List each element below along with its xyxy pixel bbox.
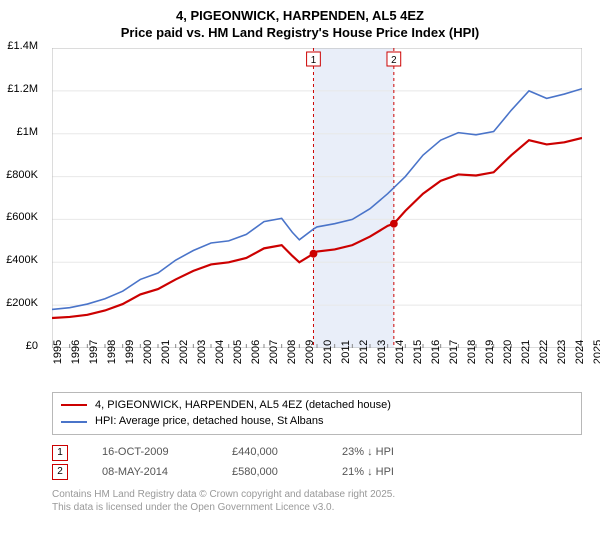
plot-area: 12 <box>52 48 582 348</box>
y-axis: £0£200K£400K£600K£800K£1M£1.2M£1.4M <box>0 46 40 346</box>
y-tick-label: £200K <box>6 297 38 309</box>
event-row: 2 08-MAY-2014 £580,000 21% ↓ HPI <box>52 463 582 483</box>
svg-text:2: 2 <box>391 55 396 66</box>
event-row: 1 16-OCT-2009 £440,000 23% ↓ HPI <box>52 443 582 463</box>
legend-item: HPI: Average price, detached house, St A… <box>61 413 573 430</box>
legend-swatch <box>61 404 87 406</box>
x-tick-label: 2024 <box>574 340 586 364</box>
y-tick-label: £1M <box>17 126 38 138</box>
x-tick-label: 2003 <box>196 340 208 364</box>
footer-copyright: Contains HM Land Registry data © Crown c… <box>52 488 582 501</box>
x-tick-label: 2009 <box>304 340 316 364</box>
x-tick-label: 2012 <box>358 340 370 364</box>
chart-subtitle: Price paid vs. HM Land Registry's House … <box>10 25 590 42</box>
chart-title: 4, PIGEONWICK, HARPENDEN, AL5 4EZ <box>10 8 590 25</box>
x-tick-label: 2014 <box>394 340 406 364</box>
x-tick-label: 2022 <box>538 340 550 364</box>
footer: Contains HM Land Registry data © Crown c… <box>52 488 582 514</box>
x-tick-label: 2002 <box>178 340 190 364</box>
x-tick-label: 2025 <box>592 340 600 364</box>
x-tick-label: 1998 <box>106 340 118 364</box>
x-tick-label: 2023 <box>556 340 568 364</box>
x-tick-label: 1997 <box>88 340 100 364</box>
event-date: 16-OCT-2009 <box>102 443 202 463</box>
y-tick-label: £0 <box>26 340 38 352</box>
chart-svg: 12 <box>52 48 582 348</box>
x-tick-label: 2019 <box>484 340 496 364</box>
y-tick-label: £400K <box>6 254 38 266</box>
event-marker: 2 <box>52 464 68 480</box>
legend-item: 4, PIGEONWICK, HARPENDEN, AL5 4EZ (detac… <box>61 397 573 414</box>
y-tick-label: £800K <box>6 169 38 181</box>
legend-swatch <box>61 421 87 423</box>
event-pct: 23% ↓ HPI <box>342 443 582 463</box>
event-price: £440,000 <box>232 443 312 463</box>
x-tick-label: 2010 <box>322 340 334 364</box>
svg-text:1: 1 <box>311 55 317 66</box>
x-tick-label: 2016 <box>430 340 442 364</box>
x-tick-label: 2000 <box>142 340 154 364</box>
x-tick-label: 2020 <box>502 340 514 364</box>
event-date: 08-MAY-2014 <box>102 463 202 483</box>
event-price: £580,000 <box>232 463 312 483</box>
x-tick-label: 1999 <box>124 340 136 364</box>
legend-label: 4, PIGEONWICK, HARPENDEN, AL5 4EZ (detac… <box>95 397 391 414</box>
x-tick-label: 2013 <box>376 340 388 364</box>
legend-label: HPI: Average price, detached house, St A… <box>95 413 324 430</box>
x-tick-label: 2005 <box>232 340 244 364</box>
x-tick-label: 2007 <box>268 340 280 364</box>
y-tick-label: £1.4M <box>7 40 38 52</box>
sale-events: 1 16-OCT-2009 £440,000 23% ↓ HPI 2 08-MAY-201… <box>52 443 582 483</box>
event-pct: 21% ↓ HPI <box>342 463 582 483</box>
x-tick-label: 2011 <box>340 340 352 364</box>
chart-container: 4, PIGEONWICK, HARPENDEN, AL5 4EZ Price … <box>0 0 600 560</box>
x-axis: 1995199619971998199920002001200220032004… <box>52 348 582 396</box>
event-marker: 1 <box>52 445 68 461</box>
x-tick-label: 2015 <box>412 340 424 364</box>
y-tick-label: £1.2M <box>7 83 38 95</box>
x-tick-label: 2021 <box>520 340 532 364</box>
footer-licence: This data is licensed under the Open Gov… <box>52 501 582 514</box>
x-tick-label: 1996 <box>70 340 82 364</box>
x-tick-label: 2008 <box>286 340 298 364</box>
x-tick-label: 2006 <box>250 340 262 364</box>
x-tick-label: 2017 <box>448 340 460 364</box>
legend: 4, PIGEONWICK, HARPENDEN, AL5 4EZ (detac… <box>52 392 582 435</box>
y-tick-label: £600K <box>6 211 38 223</box>
x-tick-label: 1995 <box>52 340 64 364</box>
x-tick-label: 2004 <box>214 340 226 364</box>
x-tick-label: 2018 <box>466 340 478 364</box>
x-tick-label: 2001 <box>160 340 172 364</box>
